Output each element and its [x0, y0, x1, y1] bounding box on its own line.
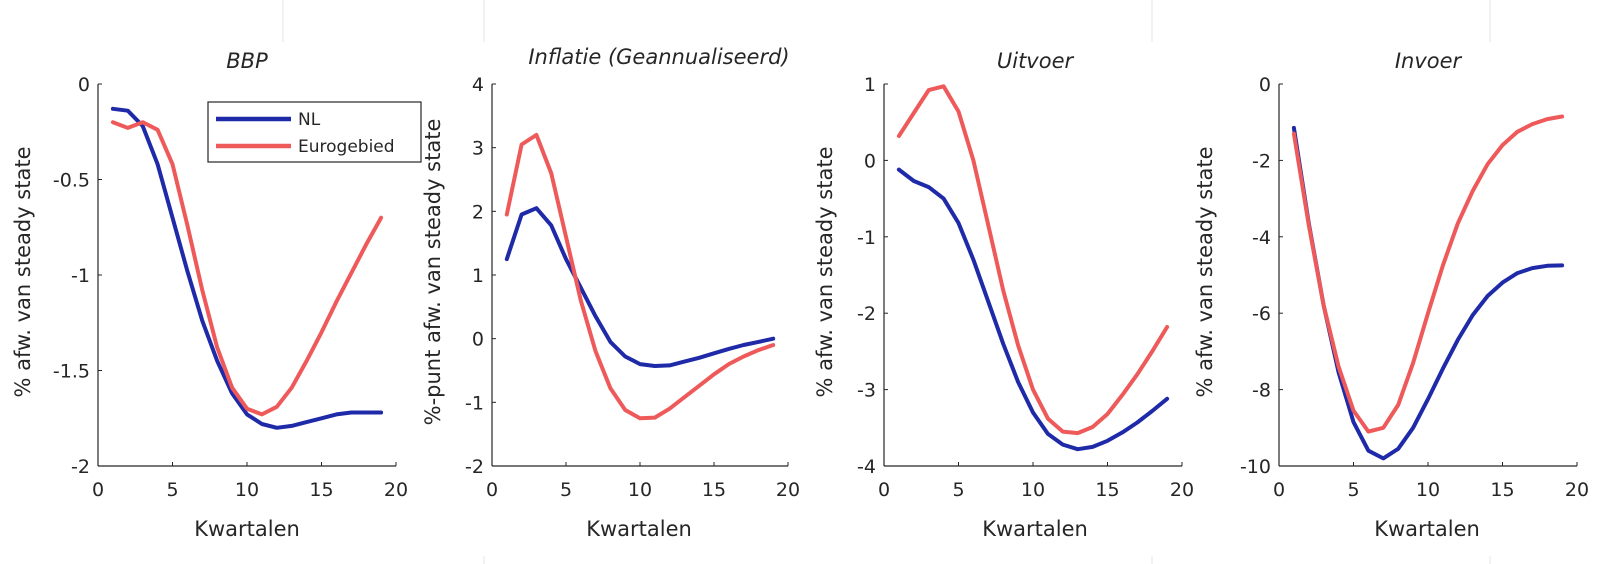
x-tick-label: 5 — [560, 479, 572, 501]
series-line-nl — [110, 106, 384, 430]
x-tick-label: 20 — [1170, 479, 1194, 501]
chart-title: Invoer — [1395, 49, 1463, 73]
background-guides — [282, 0, 1491, 564]
series-line-eurogebied — [1291, 114, 1565, 434]
x-tick-label: 0 — [92, 479, 104, 501]
legend-label-eurogebied: Eurogebied — [298, 137, 395, 157]
y-tick-label: -10 — [1240, 456, 1271, 478]
x-tick-label: 0 — [486, 479, 498, 501]
y-tick-label: 0 — [1259, 74, 1271, 96]
x-tick-label: 5 — [952, 479, 964, 501]
y-axis-label: % afw. van steady state — [11, 147, 35, 398]
series-line-eurogebied — [110, 120, 384, 417]
y-tick-label: -1 — [71, 265, 90, 287]
series-line-eurogebied — [504, 132, 776, 421]
y-tick-label: -6 — [1252, 303, 1271, 325]
x-tick-label: 0 — [878, 479, 890, 501]
x-axis-label: Kwartalen — [194, 517, 300, 541]
y-tick-label: -2 — [71, 456, 90, 478]
chart-title: BBP — [226, 49, 268, 73]
y-tick-label: -0.5 — [53, 170, 90, 192]
y-tick-label: 4 — [472, 74, 484, 96]
x-tick-label: 5 — [1347, 479, 1359, 501]
legend-label-nl: NL — [298, 110, 321, 130]
y-tick-label: -1.5 — [53, 361, 90, 383]
y-axis-label: % afw. van steady state — [813, 147, 837, 398]
x-tick-label: 20 — [776, 479, 800, 501]
x-tick-label: 10 — [1021, 479, 1045, 501]
y-axis-label: % afw. van steady state — [1193, 147, 1217, 398]
y-tick-label: -4 — [1252, 227, 1271, 249]
chart-panel-inflatie: Inflatie (Geannualiseerd) 0 5 10 15 2043210-… — [421, 45, 800, 541]
x-axis-label: Kwartalen — [982, 517, 1088, 541]
series-line-nl — [1291, 125, 1565, 461]
y-tick-label: 1 — [864, 74, 876, 96]
chart-panel-invoer: Invoer 0 5 10 15 20 0 -2 -4 -6 -8 -10 Kwartalen % … — [1193, 49, 1589, 541]
x-tick-label: 10 — [235, 479, 259, 501]
y-tick-label: 2 — [472, 201, 484, 223]
y-tick-label: -1 — [857, 227, 876, 249]
x-tick-label: 5 — [166, 479, 178, 501]
y-tick-label: 0 — [78, 74, 90, 96]
x-axis-label: Kwartalen — [1374, 517, 1480, 541]
y-tick-label: -8 — [1252, 380, 1271, 402]
series-line-eurogebied — [896, 84, 1170, 436]
y-tick-label: -3 — [857, 380, 876, 402]
legend-box — [207, 101, 422, 163]
x-tick-label: 20 — [384, 479, 408, 501]
series-line-nl — [504, 206, 776, 368]
x-tick-label: 20 — [1565, 479, 1589, 501]
series-line-nl — [896, 167, 1170, 452]
x-tick-label: 10 — [628, 479, 652, 501]
chart-title: Inflatie (Geannualiseerd) — [528, 45, 789, 69]
plot-area: 0 5 10 15 20 0 -2 -4 -6 -8 -10 — [1240, 74, 1589, 501]
y-tick-label: 0 — [472, 329, 484, 351]
y-tick-label: 1 — [472, 265, 484, 287]
y-tick-label: -1 — [465, 392, 484, 414]
x-tick-label: 15 — [1490, 479, 1514, 501]
plot-area: 0 5 10 15 20 0 -0.5 -1 -1.5 -2 — [53, 74, 408, 501]
chart-panel-bbp: BBP 0 5 10 15 20 0 -0.5 -1 -1.5 -2 Kwartalen % af… — [11, 49, 408, 541]
x-tick-label: 0 — [1273, 479, 1285, 501]
x-tick-label: 15 — [702, 479, 726, 501]
y-tick-label: -2 — [857, 303, 876, 325]
y-tick-label: -2 — [465, 456, 484, 478]
x-tick-label: 15 — [1095, 479, 1119, 501]
y-tick-label: 0 — [864, 150, 876, 172]
x-axis-label: Kwartalen — [586, 517, 692, 541]
legend: NL Eurogebied — [207, 101, 422, 163]
y-tick-label: -4 — [857, 456, 876, 478]
y-tick-label: -2 — [1252, 150, 1271, 172]
x-tick-label: 15 — [309, 479, 333, 501]
chart-title: Uitvoer — [997, 49, 1075, 73]
x-tick-label: 10 — [1416, 479, 1440, 501]
y-tick-label: 3 — [472, 138, 484, 160]
y-axis-label: %-punt afw. van steady state — [421, 119, 445, 426]
